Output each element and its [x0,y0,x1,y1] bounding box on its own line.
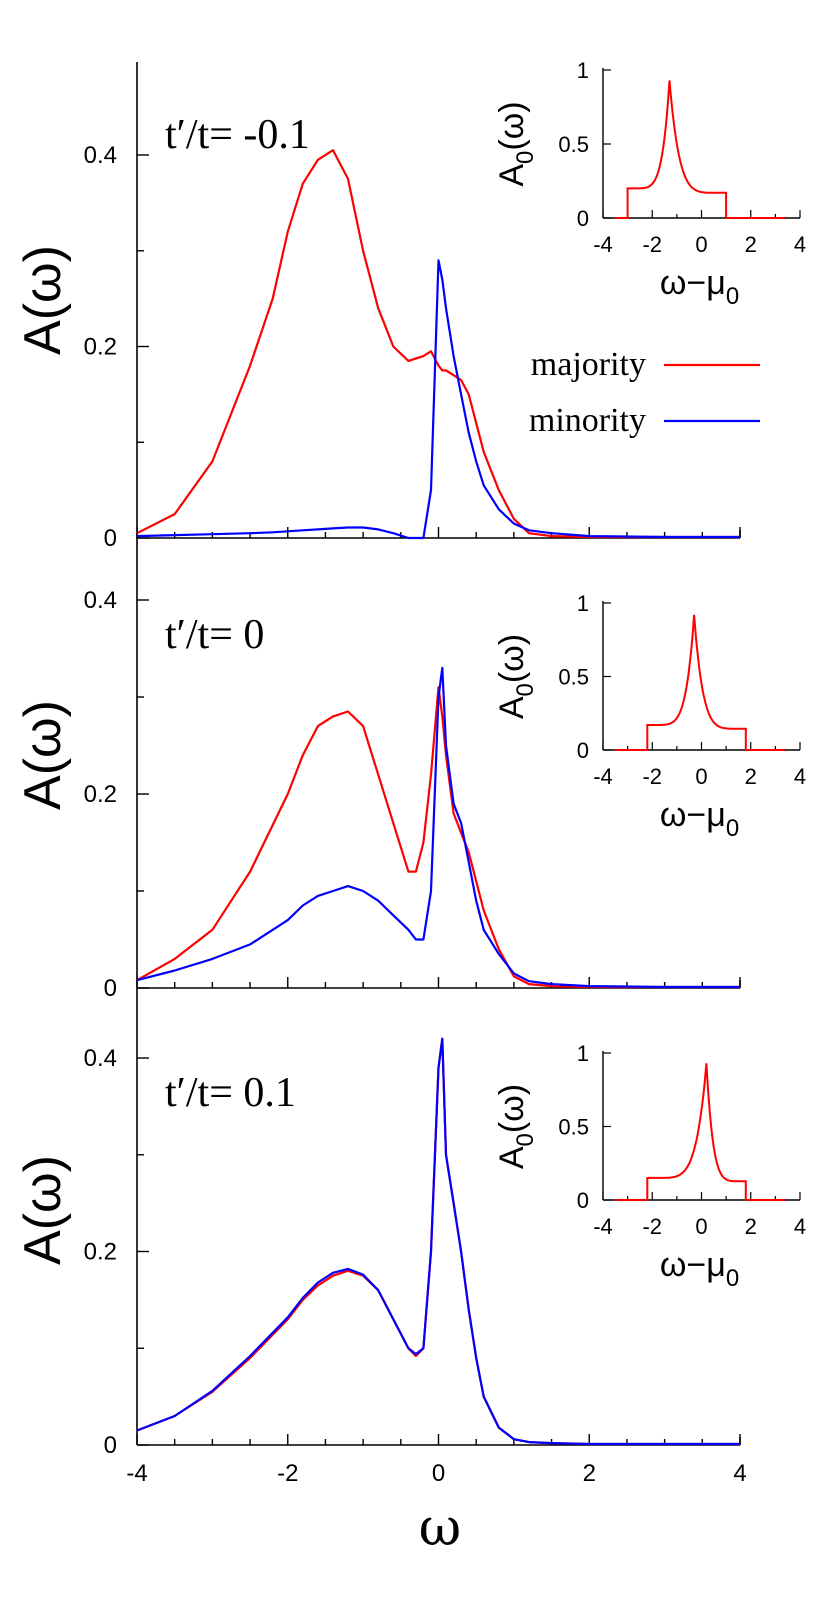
panel-annotation: t′/t= -0.1 [165,112,310,158]
y-tick-label: 0.2 [84,334,117,361]
inset-x-label: ω−μ0 [660,264,739,310]
inset-x-tick-label: -2 [642,232,662,257]
inset-y-label-sub: 0 [512,151,539,164]
inset-y-tick-label: 1 [577,58,589,83]
inset-y-tick-label: 0.5 [558,665,589,690]
inset-y-tick-label: 1 [577,1041,589,1066]
inset-x-tick-label: 4 [794,1214,806,1239]
inset-y-tick-label: 0 [577,206,589,231]
inset-x-label-main: ω−μ [660,796,726,834]
legend: majority minority [529,346,760,439]
y-axis-label: A(ω) [14,245,72,355]
inset-x-tick-label: 0 [695,1214,707,1239]
y-tick-label: 0.4 [84,142,117,169]
inset-x-tick-label: 4 [794,764,806,789]
x-tick-label: 4 [733,1460,746,1487]
inset-y-label-main: A [493,696,531,719]
y-tick-label: 0.2 [84,1239,117,1266]
inset-y-tick-label: 1 [577,591,589,616]
inset-x-tick-label: -2 [642,764,662,789]
inset-y-label-main: A [493,1146,531,1169]
inset-x-tick-label: 2 [745,764,757,789]
inset-x-label-sub: 0 [726,283,739,310]
inset-dos-line [615,80,786,219]
inset-y-label-main: A [493,164,531,187]
inset-x-tick-label: 0 [695,232,707,257]
y-tick-label: 0 [104,525,117,552]
inset-dos-line [615,1063,786,1201]
inset-x-tick-label: -4 [593,1214,613,1239]
inset-x-tick-label: 2 [745,232,757,257]
inset-y-label: A0(ω) [493,1084,539,1169]
inset-y-label-tail: (ω) [493,1084,531,1133]
x-tick-label: -4 [126,1460,147,1487]
panel-annotation: t′/t= 0 [165,612,264,658]
y-axis-label: A(ω) [14,1155,72,1265]
inset-x-label-main: ω−μ [660,1246,726,1284]
x-tick-label: 0 [432,1460,445,1487]
inset-y-label: A0(ω) [493,634,539,719]
inset-y-label-sub: 0 [512,1133,539,1146]
legend-label-minority: minority [529,402,646,439]
x-tick-label: -2 [277,1460,298,1487]
inset-y-label-tail: (ω) [493,101,531,150]
inset-x-label-sub: 0 [726,1265,739,1292]
inset-x-label-main: ω−μ [660,264,726,302]
inset-y-label-tail: (ω) [493,634,531,683]
inset-dos-line [615,614,786,751]
series-line-majority [136,149,740,539]
inset-x-tick-label: 2 [745,1214,757,1239]
y-tick-label: 0 [104,1432,117,1459]
y-tick-label: 0.2 [84,781,117,808]
series-line-minority [136,1037,740,1446]
inset-x-label-sub: 0 [726,815,739,842]
series-line-minority [136,666,740,989]
inset-y-tick-label: 0.5 [558,1115,589,1140]
y-tick-label: 0.4 [84,587,117,614]
inset-x-tick-label: 0 [695,764,707,789]
x-tick-label: 2 [583,1460,596,1487]
panel-1: 00.20.4A(ω)t′/t= -0.1majorityminority00.… [14,58,806,552]
y-tick-label: 0.4 [84,1045,117,1072]
inset-x-tick-label: -4 [593,232,613,257]
inset-y-tick-label: 0 [577,1188,589,1213]
legend-label-majority: majority [531,346,646,383]
series-line-minority [136,259,740,540]
panel-annotation: t′/t= 0.1 [165,1070,296,1116]
inset-x-tick-label: -4 [593,764,613,789]
panel-3: 00.20.4-4 -2 0 2 4ωA(ω)t′/t= 0.100.51-4 -2 0 2 4… [14,988,806,1558]
inset-y-tick-label: 0 [577,738,589,763]
y-axis-label: A(ω) [14,700,72,810]
inset-y-label: A0(ω) [493,101,539,186]
x-axis-label: ω [419,1498,461,1558]
inset-x-tick-label: -2 [642,1214,662,1239]
y-tick-label: 0 [104,975,117,1002]
inset-y-label-sub: 0 [512,683,539,696]
series-line-majority [136,686,740,989]
inset-x-label: ω−μ0 [660,1246,739,1292]
inset-x-label: ω−μ0 [660,796,739,842]
inset-x-tick-label: 4 [794,232,806,257]
inset-y-tick-label: 0.5 [558,132,589,157]
